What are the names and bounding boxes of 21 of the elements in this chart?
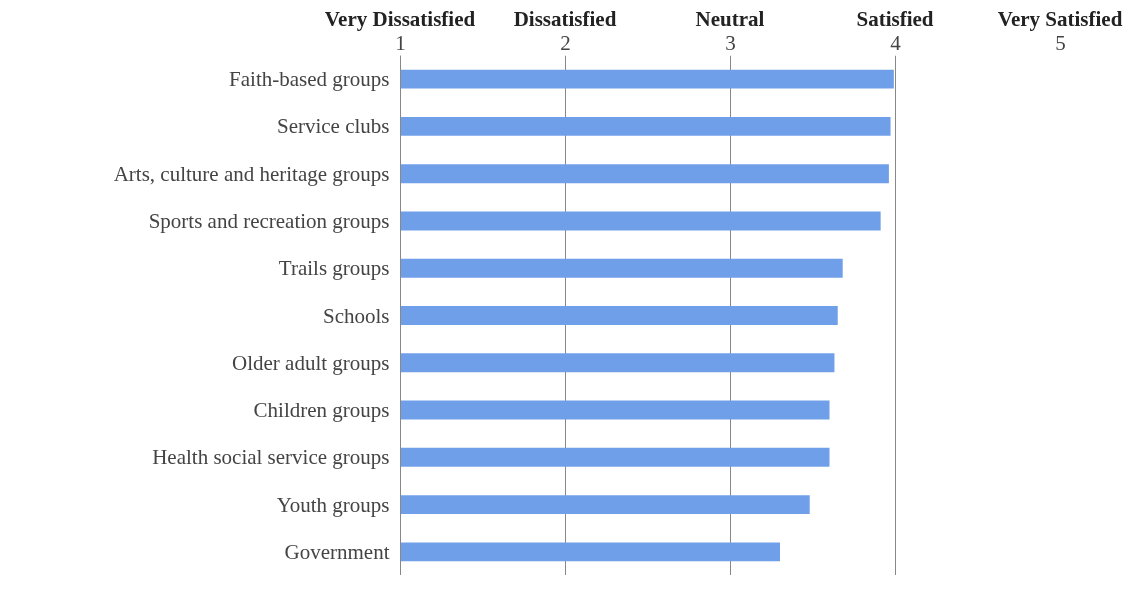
text: Dissatisfied [513,6,617,33]
y-tick-label: Government [284,539,390,564]
y-tick-label: Health social service groups [152,445,390,470]
x-tick-label: 1 [395,30,406,55]
y-tick-label: Faith-based groups [229,67,390,92]
x-tick-label: 3 [725,30,736,55]
text: Very Dissatisfied [324,6,476,33]
y-tick-label: Older adult groups [232,350,390,375]
text: Satisfied [856,6,934,33]
x-tick-label: 4 [890,30,902,55]
x-tick-label: 2 [560,30,571,55]
y-tick-label: Arts, culture and heritage groups [113,161,390,186]
y-tick-label: Service clubs [276,114,390,139]
y-tick-label: Children groups [253,398,390,423]
y-tick-label: Schools [322,303,390,328]
text: Neutral [695,6,765,33]
y-tick-label: Trails groups [278,256,390,281]
text: Very Satisfied [997,6,1123,33]
y-tick-label: Youth groups [276,492,390,517]
y-tick-label: Sports and recreation groups [148,208,390,233]
x-tick-label: 5 [1055,30,1066,55]
